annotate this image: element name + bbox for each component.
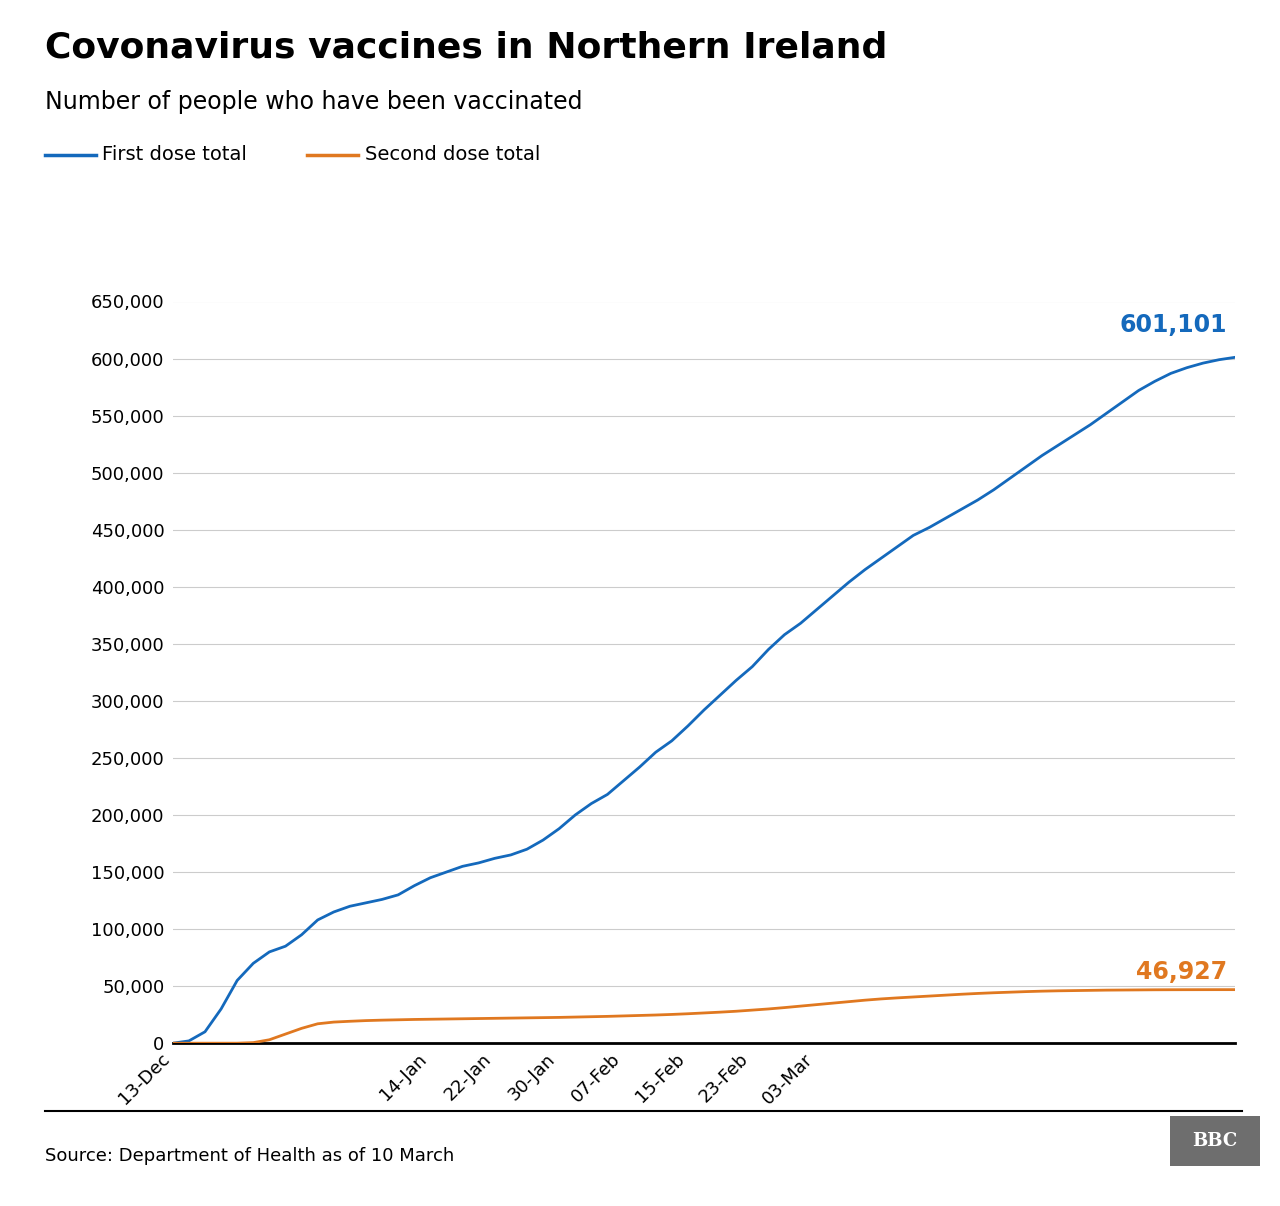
Text: First dose total: First dose total xyxy=(102,146,247,164)
Text: BBC: BBC xyxy=(1193,1132,1238,1151)
Text: Covonavirus vaccines in Northern Ireland: Covonavirus vaccines in Northern Ireland xyxy=(45,30,887,64)
Text: Second dose total: Second dose total xyxy=(365,146,540,164)
Text: Number of people who have been vaccinated: Number of people who have been vaccinate… xyxy=(45,90,582,115)
Text: Source: Department of Health as of 10 March: Source: Department of Health as of 10 Ma… xyxy=(45,1147,454,1165)
Text: 601,101: 601,101 xyxy=(1120,312,1228,336)
Text: 46,927: 46,927 xyxy=(1137,960,1228,984)
